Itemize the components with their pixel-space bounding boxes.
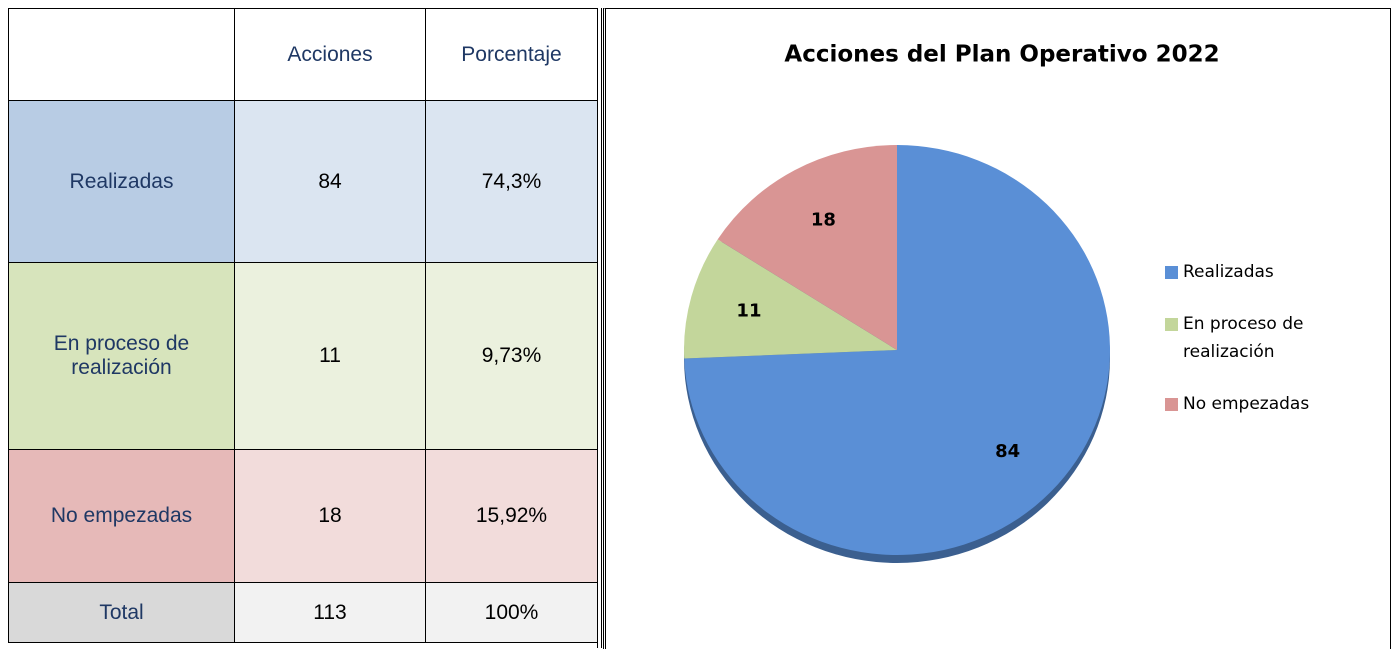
chart-title: Acciones del Plan Operativo 2022 bbox=[784, 42, 1219, 68]
row: En proceso de realización 11 9,73% bbox=[8, 262, 598, 450]
pie-slice bbox=[684, 145, 1110, 555]
row: Total 113 100% bbox=[8, 582, 598, 643]
data-table: Acciones Porcentaje Realizadas 84 74,3% … bbox=[8, 8, 598, 643]
legend-swatch bbox=[1165, 318, 1178, 331]
data-label: 84 bbox=[995, 441, 1020, 462]
row-label: No empezadas bbox=[8, 449, 235, 583]
cell: 84 bbox=[234, 100, 426, 263]
row-label: Realizadas bbox=[8, 100, 235, 263]
data-label: 11 bbox=[736, 300, 761, 321]
legend-label: Realizadas bbox=[1183, 262, 1274, 282]
data-label: 18 bbox=[811, 209, 836, 230]
cell: 18 bbox=[234, 449, 426, 583]
legend-label: En proceso de realización bbox=[1183, 314, 1304, 362]
page: Acciones Porcentaje Realizadas 84 74,3% … bbox=[8, 8, 1391, 649]
legend: Realizadas En proceso de realización No em… bbox=[1165, 258, 1335, 442]
legend-item: En proceso de realización bbox=[1165, 310, 1335, 366]
legend-item: No empezadas bbox=[1165, 390, 1335, 418]
row-label: En proceso de realización bbox=[8, 262, 235, 450]
pie-slice bbox=[717, 145, 897, 350]
cell: 100% bbox=[425, 582, 598, 643]
legend-item: Realizadas bbox=[1165, 258, 1335, 286]
corner-cell bbox=[8, 8, 235, 101]
cell: 11 bbox=[234, 262, 426, 450]
row: No empezadas 18 15,92% bbox=[8, 449, 598, 583]
legend-swatch bbox=[1165, 266, 1178, 279]
cell: 15,92% bbox=[425, 449, 598, 583]
cell: 9,73% bbox=[425, 262, 598, 450]
row: Realizadas 84 74,3% bbox=[8, 100, 598, 263]
pie-slice bbox=[684, 239, 897, 359]
separator bbox=[597, 8, 602, 648]
legend-label: No empezadas bbox=[1183, 394, 1310, 414]
chart-panel bbox=[603, 8, 1391, 649]
cell: 113 bbox=[234, 582, 426, 643]
legend-swatch bbox=[1165, 398, 1178, 411]
chart: Acciones del Plan Operativo 2022 84 11 18 bbox=[684, 42, 1220, 563]
row-label: Total bbox=[8, 582, 235, 643]
